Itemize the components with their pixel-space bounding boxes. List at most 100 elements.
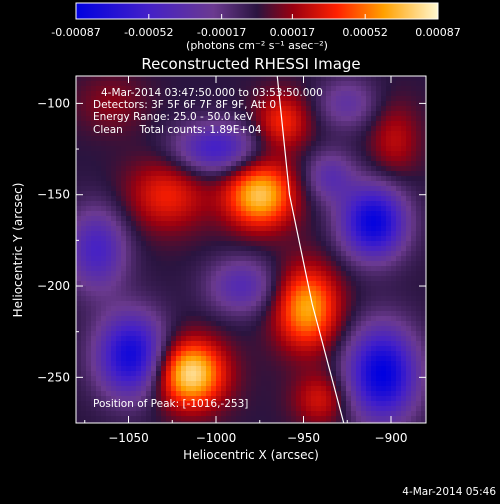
heatmap-cell	[81, 291, 87, 297]
heatmap-cell	[136, 136, 142, 142]
heatmap-cell	[356, 186, 362, 192]
heatmap-cell	[306, 276, 312, 282]
heatmap-cell	[81, 76, 87, 82]
heatmap-cell	[126, 366, 132, 372]
heatmap-cell	[356, 96, 362, 102]
heatmap-cell	[111, 271, 117, 277]
heatmap-cell	[191, 136, 197, 142]
heatmap-cell	[286, 271, 292, 277]
heatmap-cell	[156, 401, 162, 407]
heatmap-cell	[326, 191, 332, 197]
heatmap-cell	[361, 291, 367, 297]
heatmap-cell	[351, 181, 357, 187]
heatmap-cell	[276, 191, 282, 197]
heatmap-cell	[336, 356, 342, 362]
heatmap-cell	[111, 421, 117, 423]
heatmap-cell	[336, 206, 342, 212]
heatmap-cell	[391, 181, 397, 187]
heatmap-cell	[221, 176, 227, 182]
heatmap-cell	[111, 326, 117, 332]
heatmap-cell	[336, 131, 342, 137]
heatmap-cell	[271, 201, 277, 207]
heatmap-cell	[396, 131, 402, 137]
heatmap-cell	[246, 406, 252, 412]
heatmap-cell	[291, 396, 297, 402]
heatmap-cell	[131, 291, 137, 297]
heatmap-cell	[326, 96, 332, 102]
heatmap-cell	[356, 276, 362, 282]
heatmap-cell	[371, 421, 377, 423]
heatmap-cell	[271, 136, 277, 142]
heatmap-cell	[421, 196, 426, 202]
heatmap-cell	[86, 401, 92, 407]
heatmap-cell	[186, 321, 192, 327]
heatmap-cell	[131, 416, 137, 422]
heatmap-cell	[331, 111, 337, 117]
heatmap-cell	[276, 161, 282, 167]
heatmap-cell	[121, 246, 127, 252]
heatmap-cell	[181, 351, 187, 357]
heatmap-cell	[211, 211, 217, 217]
heatmap-cell	[76, 406, 82, 412]
heatmap-cell	[146, 326, 152, 332]
heatmap-cell	[146, 181, 152, 187]
heatmap-cell	[91, 366, 97, 372]
heatmap-cell	[206, 186, 212, 192]
heatmap-cell	[156, 181, 162, 187]
heatmap-cell	[111, 176, 117, 182]
heatmap-cell	[276, 401, 282, 407]
heatmap-cell	[146, 141, 152, 147]
heatmap-cell	[241, 211, 247, 217]
heatmap-cell	[141, 221, 147, 227]
heatmap-cell	[181, 156, 187, 162]
heatmap-cell	[356, 331, 362, 337]
heatmap-cell	[116, 256, 122, 262]
heatmap-cell	[281, 396, 287, 402]
heatmap-cell	[196, 386, 202, 392]
heatmap-cell	[196, 91, 202, 97]
heatmap-cell	[391, 86, 397, 92]
heatmap-cell	[381, 286, 387, 292]
heatmap-cell	[301, 281, 307, 287]
heatmap-cell	[291, 386, 297, 392]
heatmap-cell	[76, 191, 82, 197]
heatmap-cell	[106, 271, 112, 277]
heatmap-cell	[181, 306, 187, 312]
heatmap-cell	[246, 351, 252, 357]
heatmap-cell	[361, 141, 367, 147]
heatmap-cell	[346, 126, 352, 132]
heatmap-cell	[406, 231, 412, 237]
heatmap-cell	[131, 76, 137, 82]
heatmap-cell	[166, 231, 172, 237]
heatmap-cell	[376, 191, 382, 197]
heatmap-cell	[296, 116, 302, 122]
heatmap-cell	[301, 351, 307, 357]
heatmap-cell	[421, 121, 426, 127]
heatmap-cell	[386, 376, 392, 382]
heatmap-cell	[306, 306, 312, 312]
heatmap-cell	[131, 191, 137, 197]
heatmap-cell	[251, 151, 257, 157]
heatmap-cell	[206, 291, 212, 297]
heatmap-cell	[311, 141, 317, 147]
heatmap-cell	[261, 81, 267, 87]
heatmap-cell	[126, 321, 132, 327]
heatmap-cell	[136, 226, 142, 232]
heatmap-cell	[176, 76, 182, 82]
heatmap-cell	[366, 281, 372, 287]
heatmap-cell	[126, 101, 132, 107]
heatmap-cell	[296, 76, 302, 82]
heatmap-cell	[341, 111, 347, 117]
heatmap-cell	[311, 101, 317, 107]
heatmap-cell	[361, 321, 367, 327]
heatmap-cell	[391, 206, 397, 212]
heatmap-cell	[351, 136, 357, 142]
heatmap-cell	[121, 381, 127, 387]
heatmap-cell	[106, 251, 112, 257]
heatmap-cell	[151, 141, 157, 147]
heatmap-cell	[91, 291, 97, 297]
heatmap-cell	[251, 371, 257, 377]
heatmap-cell	[101, 316, 107, 322]
heatmap-cell	[251, 146, 257, 152]
heatmap-cell	[321, 291, 327, 297]
